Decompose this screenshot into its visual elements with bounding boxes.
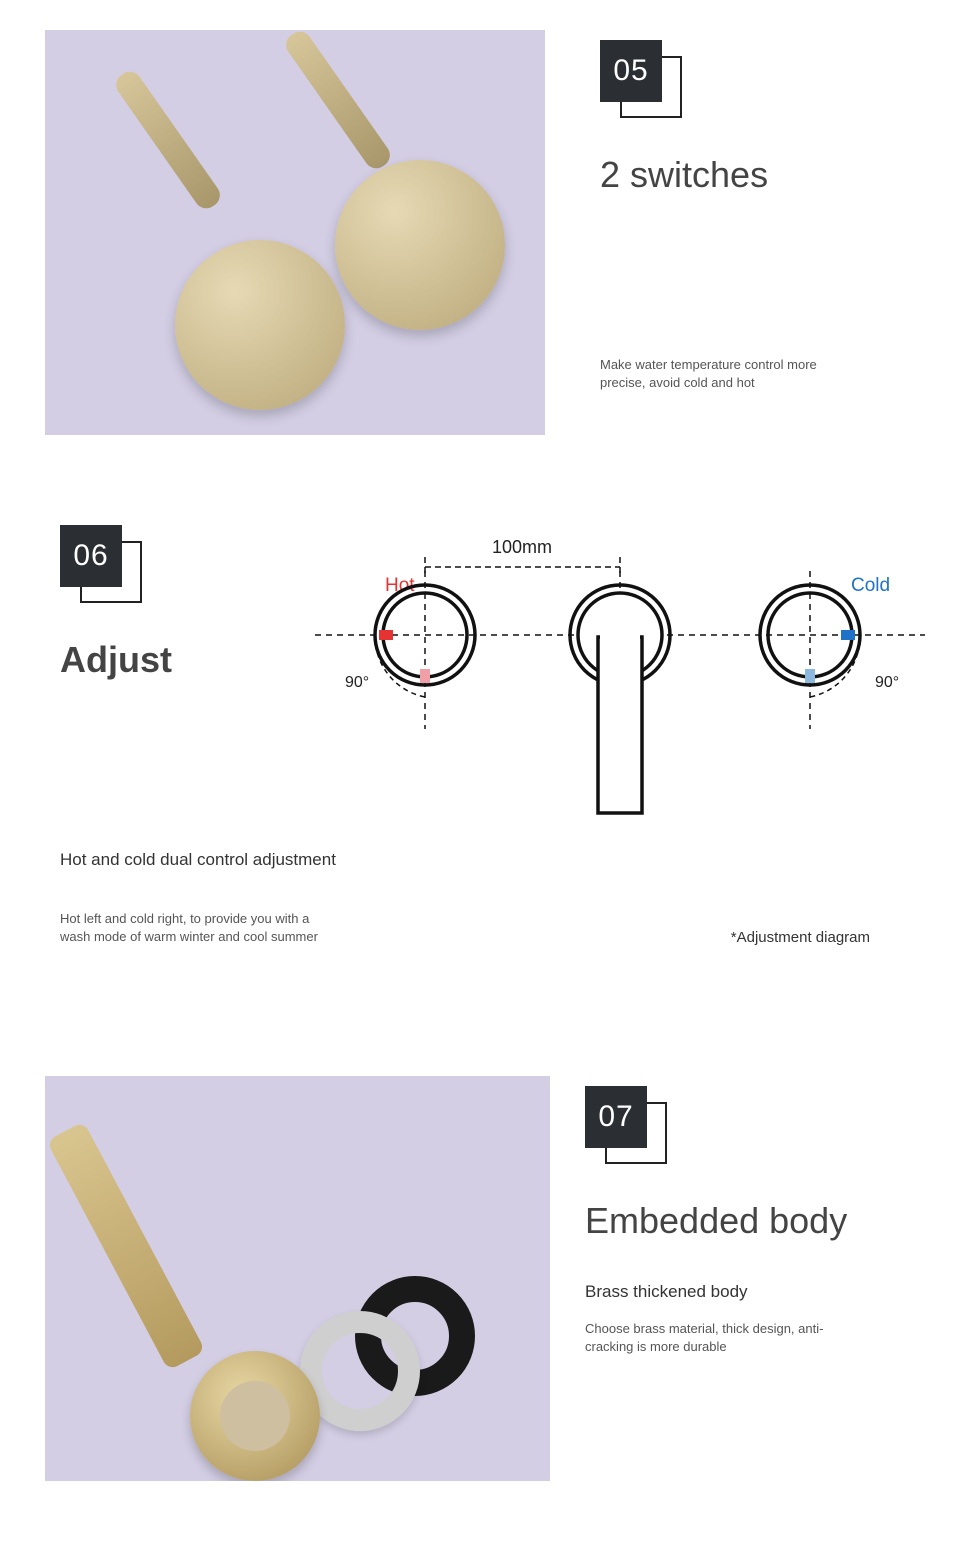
section-subtitle: Brass thickened body <box>585 1282 910 1302</box>
section-title: Adjust <box>60 639 260 681</box>
diagram-note: *Adjustment diagram <box>731 929 870 946</box>
product-photo-body <box>45 1076 550 1481</box>
product-photo-switches <box>45 30 545 435</box>
section-title: 2 switches <box>600 154 910 196</box>
section-body: Hot left and cold right, to provide you … <box>60 910 320 946</box>
section-badge-05: 05 <box>600 40 684 124</box>
cold-label: Cold <box>851 575 890 596</box>
badge-number: 05 <box>600 40 662 102</box>
hot-angle: 90° <box>345 674 369 691</box>
badge-number: 07 <box>585 1086 647 1148</box>
adjustment-diagram: 100mm Hot 90° <box>300 525 940 820</box>
section-body: Choose brass material, thick design, ant… <box>585 1320 835 1355</box>
section-title: Embedded body <box>585 1200 910 1242</box>
badge-number: 06 <box>60 525 122 587</box>
dim-label: 100mm <box>492 537 552 557</box>
section-subtitle: Hot and cold dual control adjustment <box>60 850 910 870</box>
cold-angle: 90° <box>875 674 899 691</box>
section-badge-06: 06 <box>60 525 144 609</box>
section-badge-07: 07 <box>585 1086 669 1170</box>
section-body: Make water temperature control more prec… <box>600 356 860 391</box>
